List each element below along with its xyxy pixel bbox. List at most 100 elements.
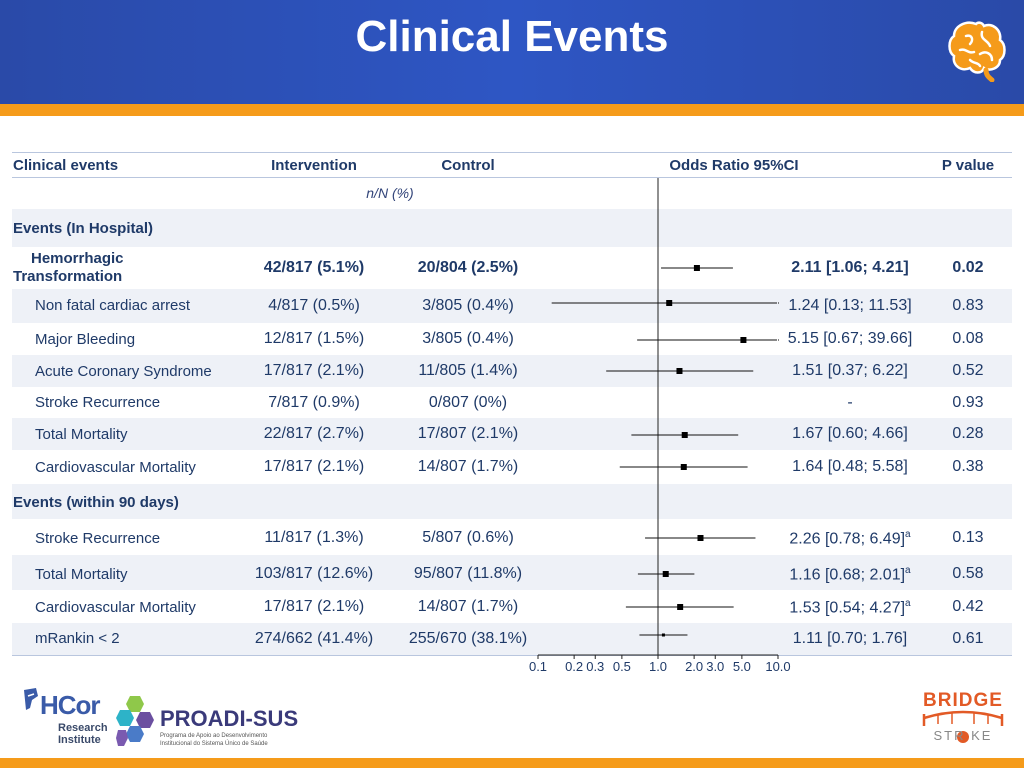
header-banner: [0, 0, 1024, 104]
page-title: Clinical Events: [355, 12, 669, 61]
row-label: Stroke Recurrence: [35, 530, 161, 547]
cell-p-value: 0.83: [952, 297, 984, 314]
cell-odds-ratio: 5.15 [0.67; 39.66]: [787, 330, 913, 347]
point-estimate: [662, 571, 669, 577]
point-estimate: [681, 432, 688, 438]
cell-intervention: 11/817 (1.3%): [264, 529, 364, 546]
footer-stripe: [0, 758, 1024, 768]
row-label: Cardiovascular Mortality: [35, 459, 196, 476]
cell-control: 17/807 (2.1%): [417, 425, 519, 442]
cell-control: 0/807 (0%): [428, 394, 508, 411]
cell-control: 255/670 (38.1%): [408, 630, 528, 647]
cell-p-value: 0.58: [952, 565, 984, 582]
cell-p-value: 0.93: [952, 394, 984, 411]
x-axis-tick-label: 10.0: [765, 659, 791, 674]
cell-intervention: 42/817 (5.1%): [263, 259, 365, 276]
point-estimate: [677, 604, 684, 610]
proadi-sus-wordmark: PROADI-SUS: [160, 706, 299, 731]
cell-intervention: 17/817 (2.1%): [263, 458, 365, 475]
cell-p-value: 0.38: [952, 458, 984, 475]
cell-p-value: 0.13: [952, 529, 984, 546]
cell-intervention: 103/817 (12.6%): [254, 565, 374, 582]
cell-odds-ratio: 2.11 [1.06; 4.21]: [791, 259, 909, 276]
cell-p-value: 0.61: [952, 630, 984, 647]
cell-intervention: 7/817 (0.9%): [268, 394, 360, 411]
cell-control: 11/805 (1.4%): [418, 362, 518, 379]
cell-intervention: 4/817 (0.5%): [268, 297, 360, 314]
row-band: [12, 289, 1012, 323]
cell-p-value: 0.28: [952, 425, 984, 442]
proadi-sus-subtitle: Programa de Apoio ao Desenvolvimento Ins…: [160, 733, 268, 747]
section-band-in-hospital: [12, 209, 1012, 247]
row-band: [12, 355, 1012, 387]
hcor-logo: [24, 688, 38, 710]
point-estimate: [680, 464, 687, 470]
point-estimate: [661, 633, 665, 637]
row-band: [12, 555, 1012, 590]
proadi-sus-mark-icon: [116, 696, 154, 746]
cell-intervention: 274/662 (41.4%): [254, 630, 374, 647]
bridge-stroke-logo: [922, 710, 1004, 743]
cell-control: 14/807 (1.7%): [417, 598, 519, 615]
subheader-n-over-n: n/N (%): [366, 185, 414, 201]
col-header-control: Control: [441, 157, 495, 174]
row-band: [12, 418, 1012, 450]
row-label: Acute Coronary Syndrome: [35, 363, 212, 380]
table-top-rule: [12, 152, 1012, 153]
section-within-90-days: Events (within 90 days): [13, 494, 179, 511]
row-label: Cardiovascular Mortality: [35, 599, 196, 616]
section-in-hospital: Events (In Hospital): [13, 220, 154, 237]
point-estimate: [693, 265, 700, 271]
point-estimate: [666, 300, 673, 306]
cell-control: 5/807 (0.6%): [422, 529, 514, 546]
brain-icon: [948, 21, 1006, 82]
table-bottom-rule: [12, 655, 1012, 656]
x-axis-tick-label: 0.3: [586, 659, 605, 674]
section-band-within-90: [12, 484, 1012, 519]
cell-odds-ratio: 2.26 [0.78; 6.49]a: [789, 529, 911, 548]
row-band: [12, 623, 1012, 655]
stroke-wordmark: STR KE: [933, 728, 993, 743]
cell-control: 20/804 (2.5%): [417, 259, 519, 276]
cell-intervention: 22/817 (2.7%): [263, 425, 365, 442]
cell-odds-ratio: 1.16 [0.68; 2.01]a: [789, 565, 911, 584]
cell-control: 3/805 (0.4%): [422, 297, 514, 314]
cell-control: 3/805 (0.4%): [422, 330, 514, 347]
cell-odds-ratio: 1.11 [0.70; 1.76]: [792, 630, 908, 647]
cell-p-value: 0.08: [952, 330, 984, 347]
x-axis-tick-label: 2.0: [685, 659, 704, 674]
cell-p-value: 0.52: [952, 362, 984, 379]
cell-intervention: 17/817 (2.1%): [263, 598, 365, 615]
x-axis-tick-label: 0.1: [528, 659, 548, 674]
col-header-odds-ratio: Odds Ratio 95%CI: [669, 157, 799, 174]
x-axis-tick-label: 1.0: [648, 659, 668, 674]
cell-intervention: 17/817 (2.1%): [263, 362, 365, 379]
bridge-wordmark: BRIDGE: [923, 690, 1003, 711]
row-label: Major Bleeding: [35, 331, 136, 348]
cell-p-value: 0.02: [952, 259, 984, 276]
row-label: mRankin < 2: [35, 630, 120, 647]
col-header-event: Clinical events: [13, 157, 119, 174]
cell-odds-ratio: 1.64 [0.48; 5.58]: [792, 458, 908, 475]
row-label: Stroke Recurrence: [35, 394, 161, 411]
table-header-rule: [12, 177, 1012, 178]
row-label: Non fatal cardiac arrest: [35, 297, 191, 314]
cell-odds-ratio: -: [847, 394, 853, 411]
header-stripe: [0, 104, 1024, 116]
point-estimate: [740, 337, 747, 343]
row-label: Total Mortality: [35, 426, 128, 443]
x-axis-tick-label: 5.0: [732, 659, 751, 674]
cell-intervention: 12/817 (1.5%): [263, 330, 365, 347]
point-estimate: [676, 368, 683, 374]
cell-p-value: 0.42: [952, 598, 984, 615]
cell-control: 14/807 (1.7%): [417, 458, 519, 475]
row-label: Total Mortality: [35, 566, 128, 583]
cell-odds-ratio: 1.53 [0.54; 4.27]a: [789, 598, 911, 617]
col-header-p-value: P value: [941, 157, 995, 174]
x-axis-tick-label: 0.2: [565, 659, 584, 674]
cell-odds-ratio: 1.51 [0.37; 6.22]: [792, 362, 908, 379]
hcor-wordmark: HCor: [40, 690, 101, 720]
hcor-subtitle: Research Institute: [58, 722, 108, 746]
row-label-hemorrhagic-transformation: Hemorrhagic Transformation: [13, 250, 124, 285]
